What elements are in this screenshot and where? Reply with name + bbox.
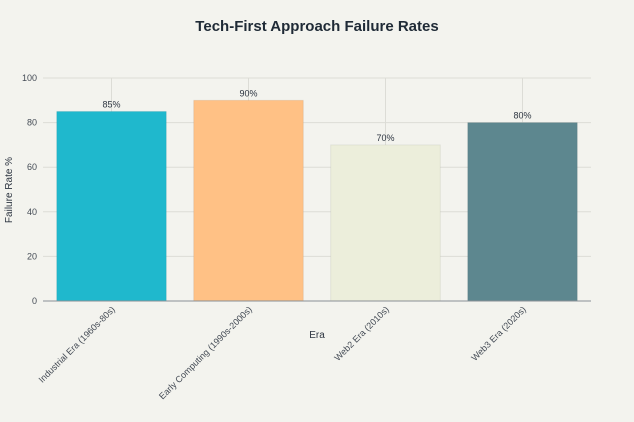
x-tick-label: Early Computing (1990s-2000s) (157, 304, 254, 401)
y-tick-label: 40 (27, 207, 37, 217)
x-axis-ticks: Industrial Era (1960s-80s) Early Computin… (37, 304, 528, 401)
y-tick-label: 0 (32, 296, 37, 306)
data-label: 90% (239, 88, 257, 98)
bar-1 (56, 110, 167, 302)
y-tick-label: 100 (22, 73, 37, 83)
data-labels: 85% 90% 70% 80% (102, 88, 531, 143)
bar-3 (330, 144, 441, 302)
x-axis-title: Era (309, 330, 325, 341)
x-tick-label: Web2 Era (2010s) (332, 304, 391, 363)
y-axis-ticks: 0 20 40 60 80 100 (22, 73, 37, 306)
data-label: 70% (376, 133, 394, 143)
x-tick-label: Web3 Era (2020s) (469, 304, 528, 363)
y-tick-label: 60 (27, 162, 37, 172)
data-label: 80% (513, 111, 531, 121)
y-tick-label: 20 (27, 251, 37, 261)
x-tick-label: Industrial Era (1960s-80s) (37, 304, 117, 384)
y-tick-label: 80 (27, 118, 37, 128)
bar-4 (467, 122, 578, 302)
chart-title: Tech-First Approach Failure Rates (195, 18, 438, 35)
data-label: 85% (102, 99, 120, 109)
bar-2 (193, 99, 304, 302)
y-axis-title: Failure Rate % (4, 157, 15, 223)
bars (56, 99, 578, 302)
